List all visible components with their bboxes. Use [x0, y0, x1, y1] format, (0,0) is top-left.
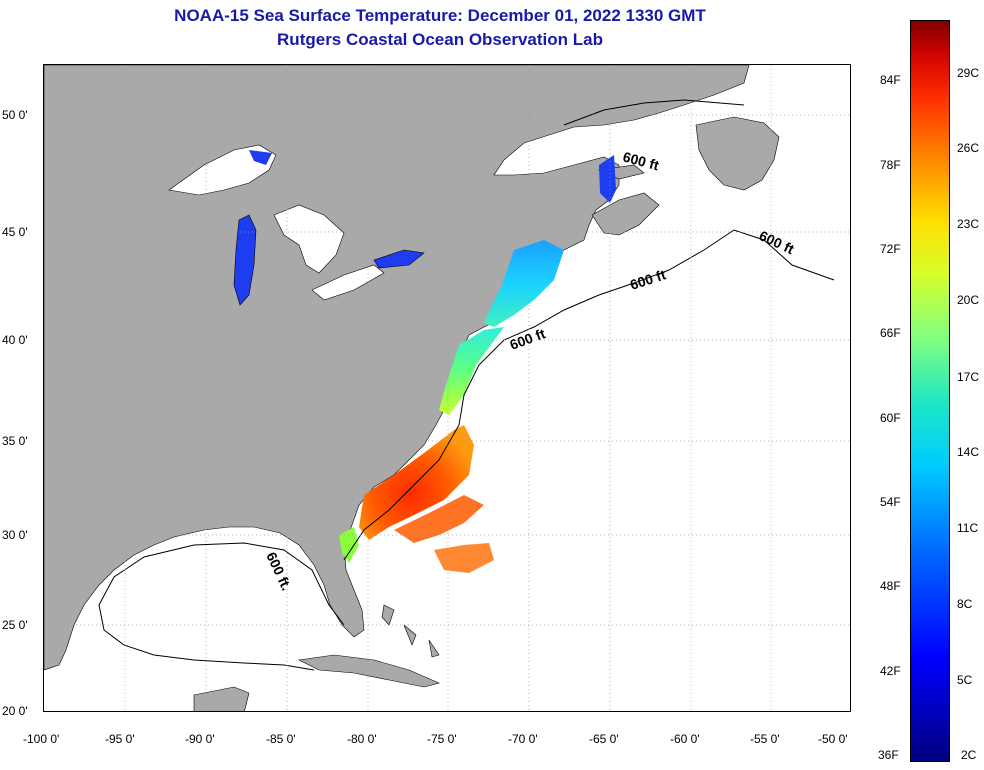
lat-label: 40 0': [2, 333, 28, 347]
contour-600ft-east: [343, 229, 835, 561]
colorbar-label-f: 60F: [880, 411, 901, 425]
colorbar-label-c: 23C: [957, 217, 980, 231]
sst-map: 600 ft 600 ft 600 ft 600 ft 600 ft.: [43, 64, 851, 712]
lat-label: 30 0': [2, 528, 28, 542]
lake-erie: [311, 264, 385, 301]
map-grid: [44, 65, 850, 711]
lat-label: 25 0': [2, 618, 28, 632]
colorbar-label-f: 54F: [880, 495, 901, 509]
colorbar-label-c: 29C: [957, 66, 980, 80]
cuba-land: [298, 654, 440, 688]
lake-ontario: [373, 249, 425, 269]
bahamas-land: [381, 604, 440, 658]
colorbar-label-c: 5C: [957, 673, 973, 687]
colorbar-label-f: 66F: [880, 326, 901, 340]
temperature-colorbar: [910, 20, 950, 762]
colorbar-label-c: 8C: [957, 597, 973, 611]
contour-600ft-laurentian: [563, 99, 745, 126]
colorbar-label-f: 84F: [880, 73, 901, 87]
map-subtitle: Rutgers Coastal Ocean Observation Lab: [277, 30, 603, 49]
contour-600ft-gulf: [98, 542, 345, 671]
lon-label: -90 0': [185, 732, 215, 746]
st-lawrence-sst: [599, 155, 616, 203]
lon-label: -95 0': [105, 732, 135, 746]
colorbar-label-c: 2C: [961, 748, 977, 762]
lake-superior: [168, 144, 277, 196]
sst-gulf-of-maine: [484, 240, 564, 327]
colorbar-label-f: 42F: [880, 664, 901, 678]
lon-label: -50 0': [818, 732, 848, 746]
lake-huron: [273, 204, 345, 274]
colorbar-label-f: 72F: [880, 242, 901, 256]
sst-mid-atlantic: [439, 327, 504, 415]
sst-offshore-red: [394, 495, 484, 543]
colorbar-label-c: 20C: [957, 293, 980, 307]
lake-michigan: [233, 214, 257, 306]
colorbar-label-c: 14C: [957, 445, 980, 459]
colorbar-label-c: 26C: [957, 141, 980, 155]
lat-label: 50 0': [2, 108, 28, 122]
lon-label: -85 0': [266, 732, 296, 746]
map-title: NOAA-15 Sea Surface Temperature: Decembe…: [174, 6, 706, 25]
lon-label: -100 0': [23, 732, 60, 746]
sst-bahamas-patch: [434, 543, 494, 573]
sst-map-svg: 600 ft 600 ft 600 ft 600 ft 600 ft.: [44, 65, 850, 711]
lon-label: -60 0': [670, 732, 700, 746]
colorbar-label-c: 11C: [957, 521, 979, 535]
newfoundland-land: [695, 116, 780, 191]
contour-label: 600 ft: [628, 266, 668, 293]
lon-label: -70 0': [508, 732, 538, 746]
lat-label: 45 0': [2, 225, 28, 239]
colorbar-label-c: 17C: [957, 370, 980, 384]
contour-label: 600 ft.: [263, 550, 295, 593]
lon-label: -65 0': [589, 732, 619, 746]
colorbar-label-f: 36F: [878, 748, 899, 762]
lon-label: -75 0': [427, 732, 457, 746]
lon-label: -55 0': [750, 732, 780, 746]
colorbar-label-f: 48F: [880, 579, 901, 593]
lat-label: 20 0': [2, 704, 28, 718]
colorbar-label-f: 78F: [880, 158, 901, 172]
sst-coastal-green: [339, 527, 359, 563]
nova-scotia-land: [591, 192, 660, 236]
lon-label: -80 0': [347, 732, 377, 746]
lake-superior-sst: [249, 150, 272, 165]
yucatan-land: [193, 686, 250, 711]
lat-label: 35 0': [2, 434, 28, 448]
